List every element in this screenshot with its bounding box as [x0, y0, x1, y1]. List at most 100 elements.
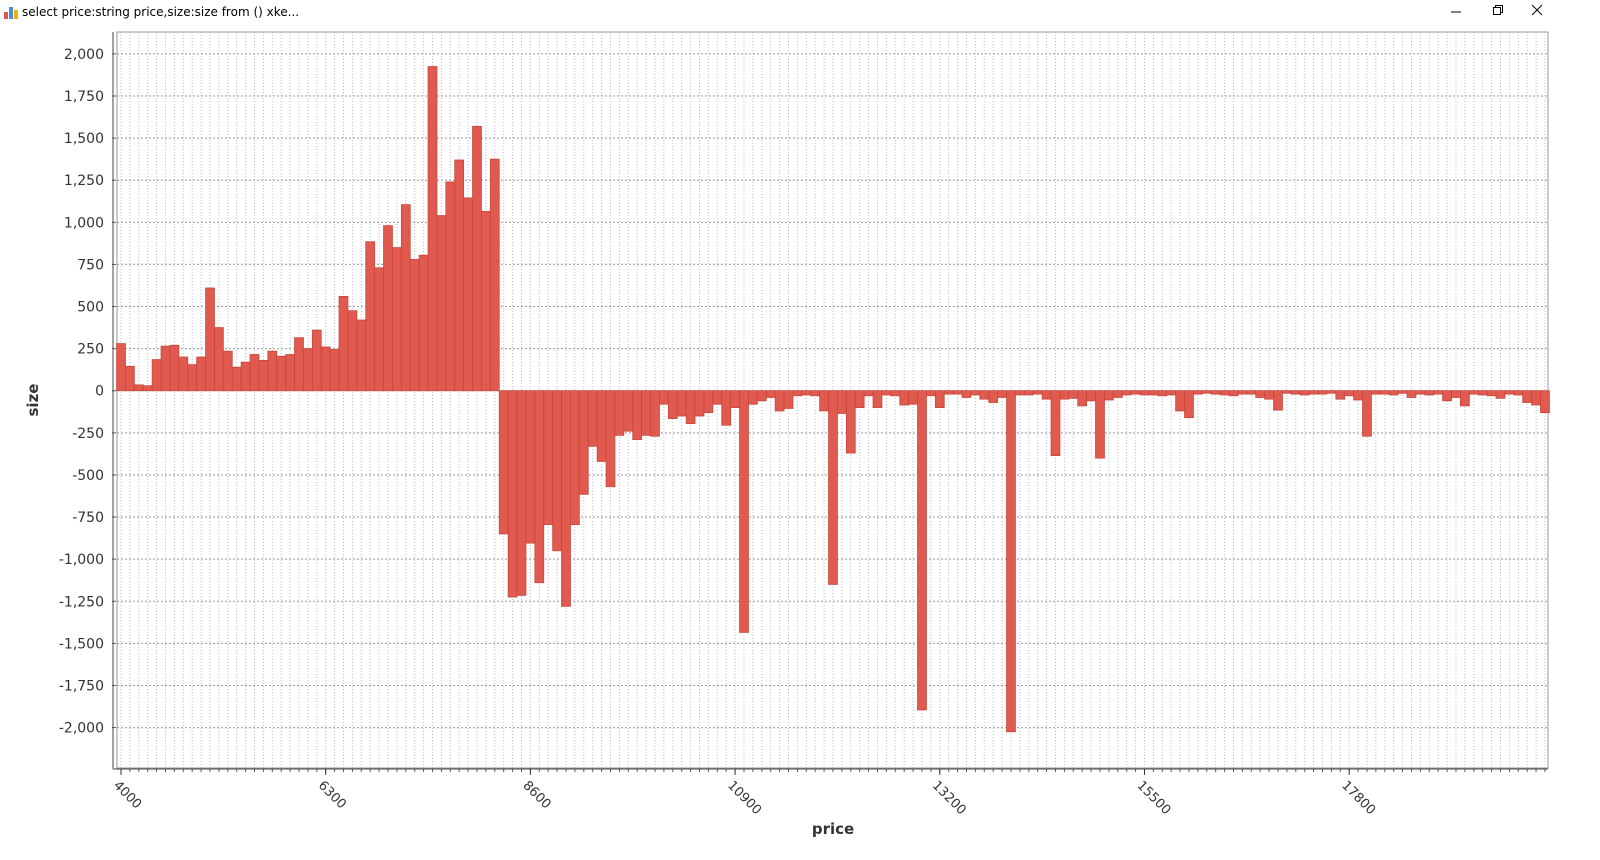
- window-controls[interactable]: [1440, 0, 1570, 24]
- bar: [1522, 390, 1533, 403]
- bar: [1353, 390, 1363, 401]
- bar: [872, 390, 883, 408]
- bar: [561, 390, 571, 607]
- bar: [1299, 390, 1310, 396]
- bar: [1335, 390, 1346, 400]
- bar: [587, 390, 598, 447]
- bar: [552, 390, 562, 552]
- x-axis-label: price: [812, 820, 854, 838]
- bar: [1388, 390, 1399, 396]
- bar: [222, 350, 233, 392]
- bar: [1433, 390, 1444, 395]
- bar: [1193, 390, 1203, 395]
- bar: [463, 197, 473, 392]
- bar: [623, 390, 634, 432]
- bar: [988, 390, 999, 403]
- bar: [1175, 390, 1185, 412]
- bar: [303, 348, 313, 392]
- bar: [1015, 390, 1025, 396]
- bar: [1362, 390, 1372, 437]
- bar: [400, 204, 411, 392]
- bar: [543, 390, 554, 526]
- bar: [667, 390, 678, 419]
- bar: [1121, 390, 1132, 396]
- close-button[interactable]: [1531, 4, 1543, 16]
- bar: [1219, 390, 1230, 396]
- y-tick-label: 0: [95, 384, 104, 400]
- bar: [133, 384, 144, 392]
- y-tick-label: -1,000: [59, 552, 104, 568]
- bar: [285, 354, 295, 392]
- bar: [1468, 390, 1479, 395]
- y-tick-label: 1,750: [64, 89, 104, 105]
- bar: [676, 390, 687, 417]
- bar: [214, 327, 224, 392]
- bar: [748, 390, 758, 405]
- bar: [276, 355, 287, 392]
- bar: [1104, 390, 1114, 401]
- y-tick-label: 1,000: [64, 215, 104, 231]
- bar: [1068, 390, 1079, 399]
- bar: [730, 390, 740, 408]
- y-axis-label: size: [24, 384, 42, 417]
- bar: [1344, 390, 1355, 397]
- bar: [436, 215, 447, 392]
- bar: [294, 337, 304, 392]
- bar: [756, 390, 767, 402]
- bar: [1513, 390, 1524, 396]
- bar: [1531, 390, 1541, 406]
- bar: [374, 267, 384, 392]
- bar: [249, 354, 260, 392]
- bar: [952, 390, 963, 395]
- bar: [890, 390, 901, 397]
- bar: [258, 360, 269, 392]
- bar: [160, 345, 171, 392]
- y-tick-label: -750: [72, 510, 104, 526]
- bar: [472, 125, 482, 392]
- bar: [1486, 390, 1497, 397]
- bar: [837, 390, 847, 414]
- y-tick-label: 250: [77, 342, 104, 358]
- bar: [1059, 390, 1070, 400]
- bar: [338, 296, 349, 392]
- bar: [801, 390, 812, 396]
- bar: [151, 359, 162, 392]
- bar: [1540, 390, 1550, 414]
- bar: [1424, 390, 1435, 396]
- bar: [320, 346, 331, 392]
- bar: [659, 390, 669, 405]
- bar: [525, 390, 536, 544]
- bar: [1451, 390, 1461, 398]
- bar: [169, 344, 180, 392]
- bar: [1184, 390, 1194, 419]
- bar: [1086, 390, 1096, 402]
- restore-button[interactable]: [1493, 5, 1503, 15]
- y-tick-label: -250: [72, 426, 104, 442]
- bar: [1442, 390, 1452, 402]
- bar: [498, 390, 509, 535]
- bar: [1050, 390, 1061, 456]
- bar: [1308, 390, 1319, 395]
- bar: [1166, 390, 1177, 396]
- bar: [178, 356, 189, 392]
- window-title: select price:string price,size:size from…: [22, 5, 300, 19]
- bar: [489, 158, 500, 392]
- y-tick-label: 750: [77, 257, 104, 273]
- bar: [365, 241, 376, 392]
- bar: [1460, 390, 1470, 407]
- bar: [1326, 390, 1337, 394]
- bar: [125, 365, 135, 392]
- bar: [997, 390, 1007, 398]
- bar: [934, 390, 945, 408]
- bar: [347, 310, 358, 392]
- bar: [765, 390, 776, 398]
- bar: [810, 390, 821, 397]
- bar: [819, 390, 829, 412]
- x-tick-label: 17800: [1338, 778, 1378, 818]
- bar: [1282, 390, 1292, 394]
- bar: [1397, 390, 1408, 394]
- y-tick-label: 500: [77, 300, 104, 316]
- bar: [240, 361, 251, 392]
- bar: [1112, 390, 1123, 398]
- bar: [774, 390, 785, 412]
